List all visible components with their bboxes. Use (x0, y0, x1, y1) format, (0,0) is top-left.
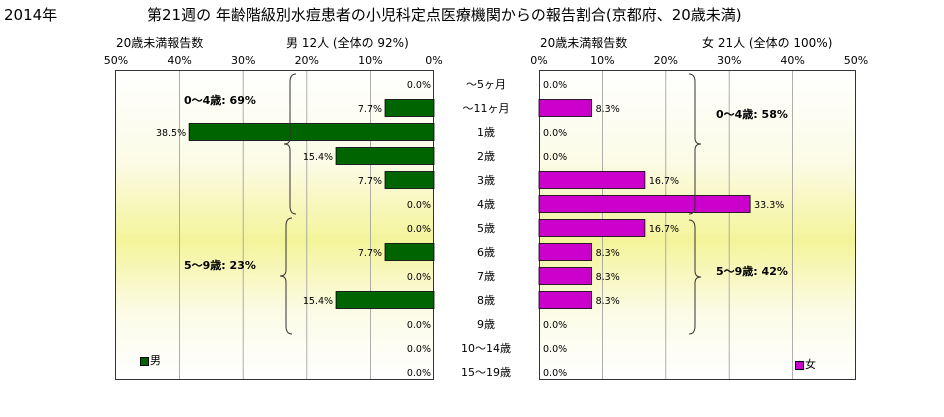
male-value-label: 7.7% (358, 104, 382, 115)
category-label: 6歳 (477, 246, 495, 259)
female-value-label: 33.3% (754, 200, 784, 211)
female-value-label: 16.7% (649, 176, 679, 187)
female-value-label: 0.0% (543, 128, 567, 139)
right-tick-label: 30% (717, 54, 741, 67)
male-legend-label: 男 (150, 354, 161, 367)
male-value-label: 15.4% (303, 296, 333, 307)
right-brace-0to4 (688, 73, 702, 215)
right-tick-label: 20% (654, 54, 678, 67)
male-value-label: 0.0% (407, 320, 431, 331)
male-value-label: 0.0% (407, 224, 431, 235)
female-bar (538, 219, 646, 237)
left-tick-label: 50% (104, 54, 128, 67)
left-tick-label: 30% (231, 54, 255, 67)
female-value-label: 8.3% (596, 248, 620, 259)
right-group1-label: 0～4歳: 58% (716, 108, 788, 121)
left-group1-label: 0～4歳: 69% (184, 94, 256, 107)
male-bar (335, 291, 435, 309)
right-legend: 女 (795, 356, 816, 372)
left-tick-label: 0% (425, 54, 442, 67)
female-bar (538, 291, 593, 309)
left-brace-5to9 (279, 217, 293, 335)
male-value-label: 0.0% (407, 200, 431, 211)
category-label: 2歳 (477, 150, 495, 163)
female-bar (538, 267, 593, 285)
category-label: 1歳 (477, 126, 495, 139)
female-bar (538, 195, 751, 213)
right-tick-label: 50% (844, 54, 868, 67)
left-tick-label: 10% (358, 54, 382, 67)
right-group2-label: 5～9歳: 42% (716, 265, 788, 278)
year-label: 2014年 (4, 6, 58, 24)
female-bar (538, 243, 593, 261)
left-tick-label: 40% (167, 54, 191, 67)
right-tick-label: 40% (780, 54, 804, 67)
left-subtitle-total: 男 12人 (全体の 92%) (286, 36, 409, 50)
male-value-label: 7.7% (358, 248, 382, 259)
female-value-label: 8.3% (596, 296, 620, 307)
category-label: 7歳 (477, 270, 495, 283)
male-value-label: 0.0% (407, 80, 431, 91)
female-value-label: 8.3% (596, 272, 620, 283)
category-label: 4歳 (477, 198, 495, 211)
category-label: 3歳 (477, 174, 495, 187)
female-value-label: 8.3% (596, 104, 620, 115)
female-legend-label: 女 (805, 358, 816, 371)
right-tick-label: 0% (530, 54, 547, 67)
female-value-label: 0.0% (543, 152, 567, 163)
left-brace-0to4 (283, 73, 297, 215)
female-bar (538, 99, 593, 117)
male-bar (384, 171, 435, 189)
male-value-label: 15.4% (303, 152, 333, 163)
right-brace-5to9 (688, 219, 702, 335)
category-label: 8歳 (477, 294, 495, 307)
female-value-label: 0.0% (543, 368, 567, 379)
category-label: 15～19歳 (461, 366, 511, 379)
male-value-label: 0.0% (407, 368, 431, 379)
right-subtitle-count: 20歳未満報告数 (540, 36, 628, 50)
female-value-label: 16.7% (649, 224, 679, 235)
male-value-label: 38.5% (156, 128, 186, 139)
male-value-label: 0.0% (407, 272, 431, 283)
category-label: 5歳 (477, 222, 495, 235)
left-plot-area (115, 70, 434, 380)
female-legend-swatch (795, 360, 804, 370)
category-label: 10～14歳 (461, 342, 511, 355)
left-legend: 男 (140, 352, 161, 368)
male-legend-swatch (140, 356, 149, 366)
male-bar (384, 99, 435, 117)
right-subtitle-total: 女 21人 (全体の 100%) (702, 36, 833, 50)
male-bar (384, 243, 435, 261)
category-label: ～11ヶ月 (463, 102, 510, 115)
chart-title: 第21週の 年齢階級別水痘患者の小児科定点医療機関からの報告割合(京都府、20歳… (147, 6, 742, 24)
female-bar (538, 171, 646, 189)
female-value-label: 0.0% (543, 80, 567, 91)
left-group2-label: 5～9歳: 23% (184, 259, 256, 272)
male-bar (335, 147, 435, 165)
male-value-label: 7.7% (358, 176, 382, 187)
category-label: 9歳 (477, 318, 495, 331)
female-value-label: 0.0% (543, 320, 567, 331)
male-value-label: 0.0% (407, 344, 431, 355)
left-subtitle-count: 20歳未満報告数 (116, 36, 204, 50)
category-label: ～5ヶ月 (466, 78, 506, 91)
female-value-label: 0.0% (543, 344, 567, 355)
left-tick-label: 20% (295, 54, 319, 67)
right-tick-label: 10% (590, 54, 614, 67)
male-bar (188, 123, 435, 141)
